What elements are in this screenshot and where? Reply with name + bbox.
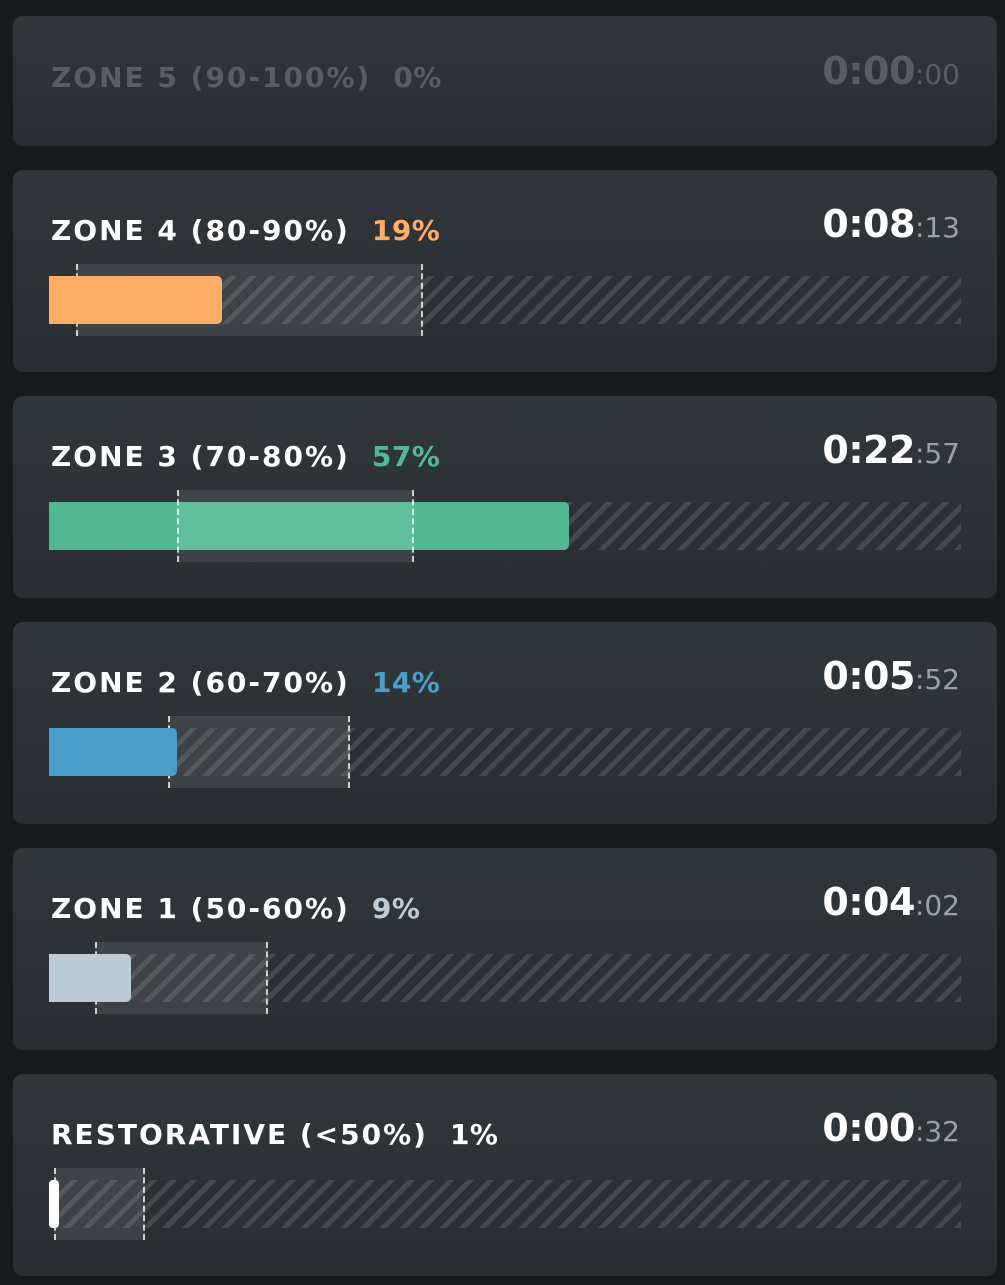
zone-card-zone-2[interactable]: ZONE 2 (60-70%) 14% 0:05:52 (13, 622, 997, 824)
zone-title: ZONE 4 (80-90%) 19% (51, 214, 440, 247)
zone-label: ZONE 2 (60-70%) (51, 666, 350, 699)
zone-progress-track (49, 716, 961, 788)
zone-time-seconds: :13 (914, 211, 960, 244)
zone-time-seconds: :52 (914, 663, 960, 696)
zone-percent: 57% (371, 440, 441, 473)
zone-progress-track (49, 942, 961, 1014)
zone-time: 0:00:00 (822, 49, 960, 93)
zone-time-main: 0:00 (822, 1106, 915, 1150)
zone-progress-fill (49, 1180, 59, 1228)
zone-time-main: 0:04 (822, 880, 915, 924)
zone-card-zone-5[interactable]: ZONE 5 (90-100%) 0% 0:00:00 (13, 16, 997, 146)
zone-title: ZONE 5 (90-100%) 0% (51, 61, 442, 94)
zone-target-range (54, 1168, 145, 1240)
zone-title: ZONE 3 (70-80%) 57% (51, 440, 440, 473)
zone-time: 0:08:13 (822, 202, 960, 246)
zone-time-seconds: :57 (914, 437, 960, 470)
zone-time-seconds: :32 (914, 1115, 960, 1148)
zone-percent: 9% (371, 892, 421, 925)
zone-time-main: 0:05 (822, 654, 915, 698)
zone-progress-fill (49, 276, 223, 324)
zone-progress-track (49, 264, 961, 336)
zone-time: 0:04:02 (822, 880, 960, 924)
zone-title: RESTORATIVE (<50%) 1% (51, 1118, 499, 1151)
zone-card-zone-1[interactable]: ZONE 1 (50-60%) 9% 0:04:02 (13, 848, 997, 1050)
zone-time-seconds: :02 (914, 889, 960, 922)
zone-percent: 1% (449, 1118, 499, 1151)
zone-time: 0:22:57 (822, 428, 960, 472)
zone-percent: 14% (371, 666, 441, 699)
zone-label: ZONE 1 (50-60%) (51, 892, 350, 925)
zone-time-seconds: :00 (914, 58, 960, 91)
zone-label: ZONE 4 (80-90%) (51, 214, 350, 247)
zone-title: ZONE 1 (50-60%) 9% (51, 892, 420, 925)
zone-card-zone-3[interactable]: ZONE 3 (70-80%) 57% 0:22:57 (13, 396, 997, 598)
zone-progress-fill (49, 502, 569, 550)
zone-card-zone-4[interactable]: ZONE 4 (80-90%) 19% 0:08:13 (13, 170, 997, 372)
zone-target-range (176, 490, 414, 562)
zone-progress-track (49, 1168, 961, 1240)
zone-card-restorative[interactable]: RESTORATIVE (<50%) 1% 0:00:32 (13, 1074, 997, 1276)
zone-title: ZONE 2 (60-70%) 14% (51, 666, 440, 699)
zone-time-main: 0:22 (822, 428, 915, 472)
zone-label: ZONE 3 (70-80%) (51, 440, 350, 473)
zone-progress-fill (49, 728, 177, 776)
zone-time: 0:00:32 (822, 1106, 960, 1150)
zone-progress-fill (49, 954, 132, 1002)
zone-time: 0:05:52 (822, 654, 960, 698)
zone-time-main: 0:00 (822, 49, 915, 93)
zone-label: RESTORATIVE (<50%) (51, 1118, 428, 1151)
zone-progress-track (49, 490, 961, 562)
zone-label: ZONE 5 (90-100%) (51, 61, 372, 94)
zone-time-main: 0:08 (822, 202, 915, 246)
zone-percent: 19% (371, 214, 441, 247)
zone-target-range (167, 716, 350, 788)
zone-percent: 0% (393, 61, 442, 94)
